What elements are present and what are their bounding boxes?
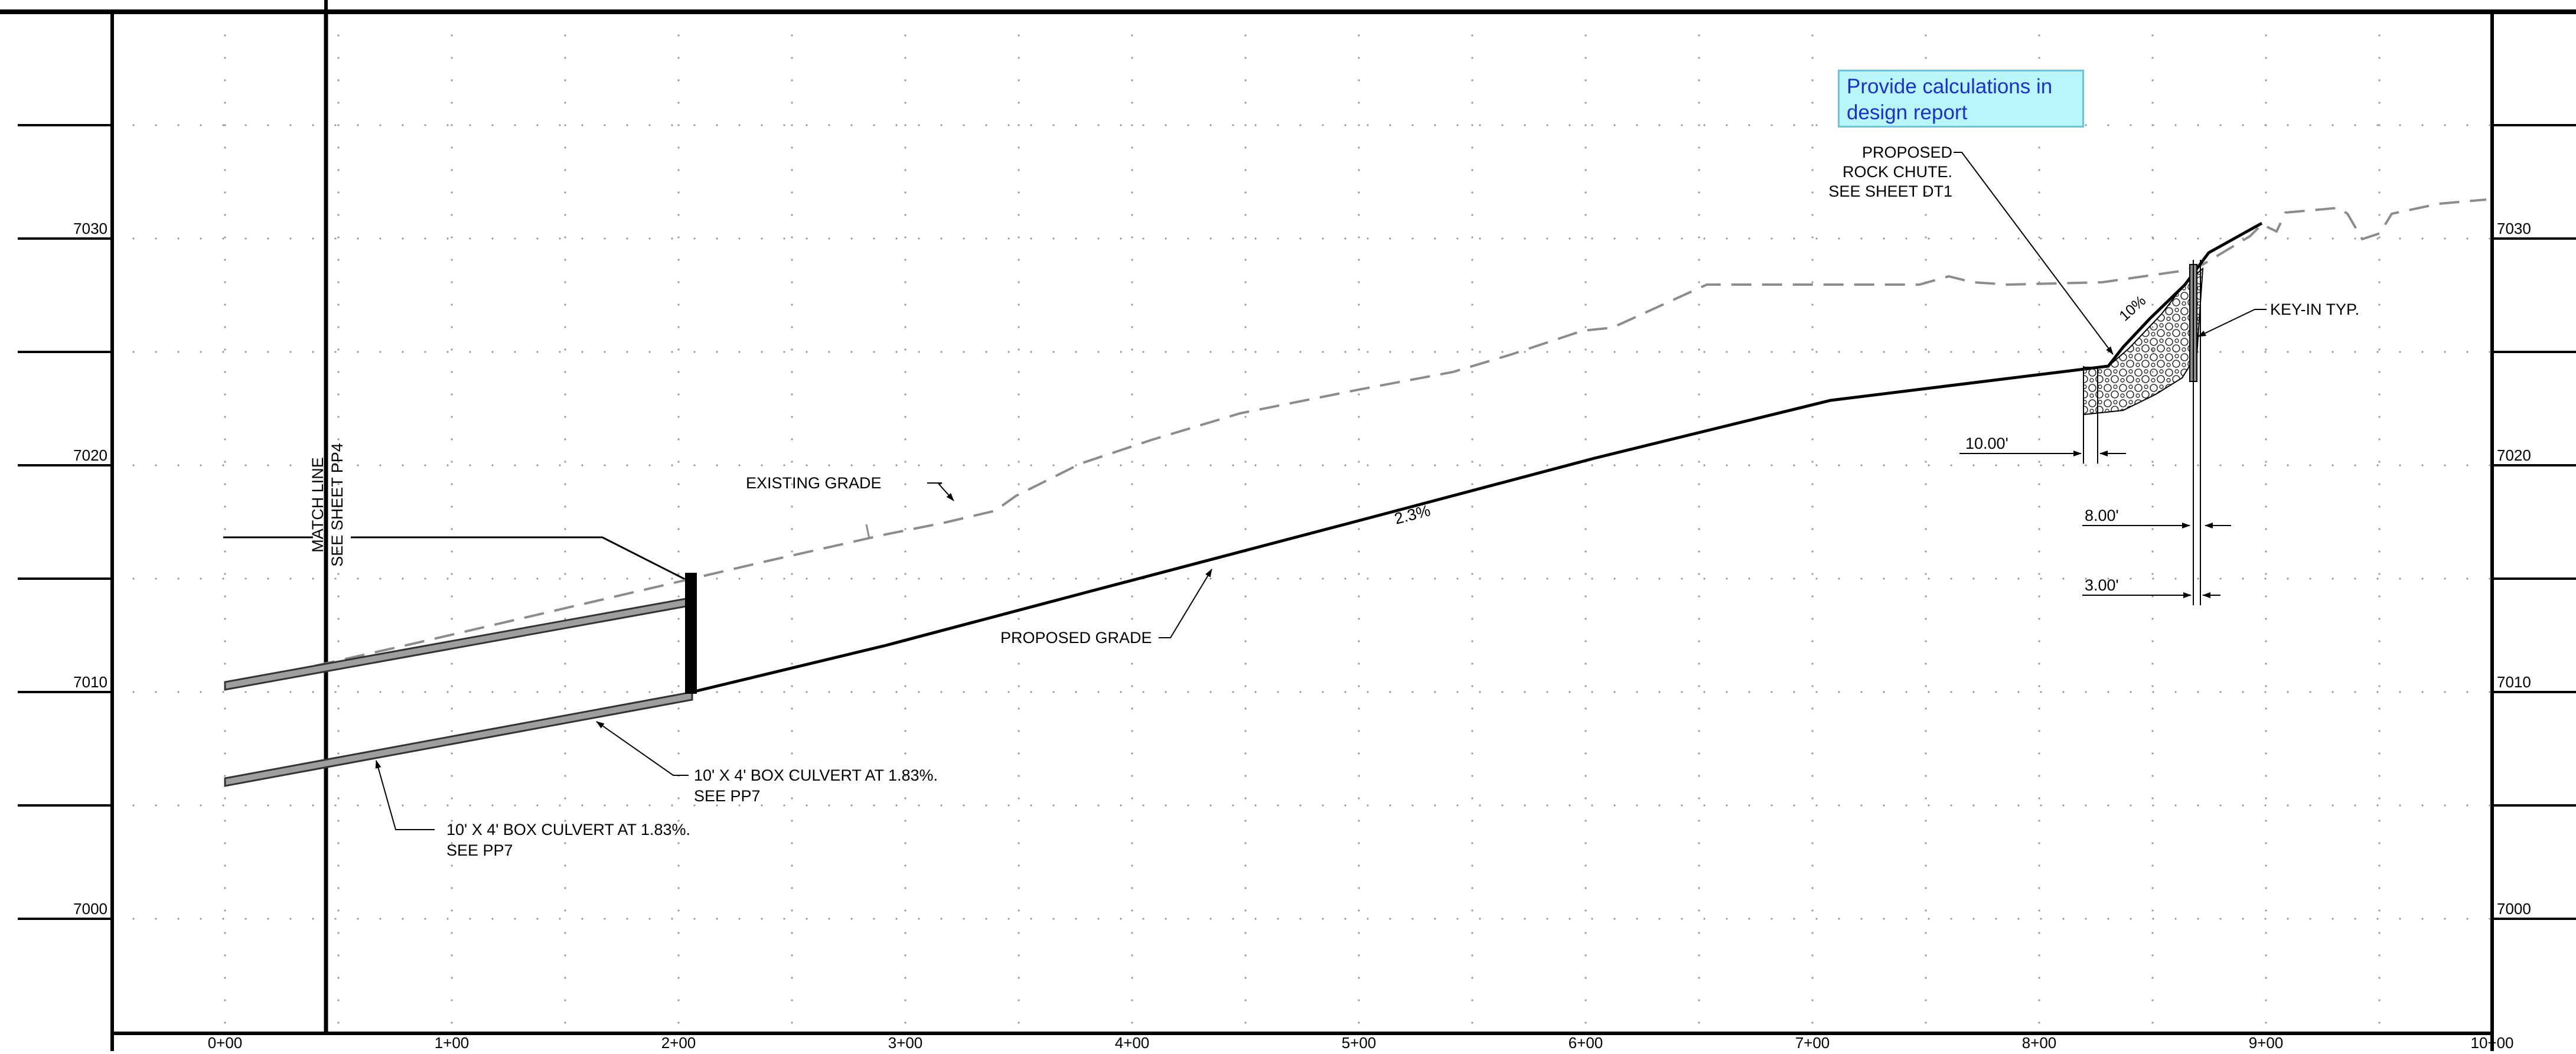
station-label: 3+00	[888, 1034, 923, 1051]
elevation-label-right: 7020	[2497, 446, 2531, 464]
dimension-label-3: 3.00'	[2085, 576, 2119, 594]
dimension-label-8: 8.00'	[2085, 507, 2119, 524]
match-line-leader	[351, 536, 687, 581]
rock-chute-label: PROPOSED	[1862, 143, 1952, 161]
match-line-label: MATCH LINE	[309, 457, 327, 553]
station-label: 8+00	[2022, 1034, 2057, 1051]
existing-grade-tick	[865, 524, 870, 539]
slope-label: 2.3%	[1393, 501, 1432, 527]
existing-grade-leader	[927, 482, 954, 501]
box-culvert-lower-leader	[375, 760, 435, 830]
box-culvert-upper	[224, 596, 693, 691]
rock-chute-label: ROCK CHUTE.	[1843, 163, 1952, 181]
box-culvert-lower	[224, 691, 693, 787]
box-culvert-upper-label: 10' X 4' BOX CULVERT AT 1.83%.	[694, 766, 938, 784]
station-label: 1+00	[435, 1034, 469, 1051]
existing-grade-label: EXISTING GRADE	[746, 474, 882, 492]
match-line-label: SEE SHEET PP4	[328, 443, 346, 567]
key-in-leader	[2197, 309, 2267, 337]
station-label: 6+00	[1569, 1034, 1603, 1051]
elevation-ticks	[18, 124, 2576, 920]
station-label: 0+00	[208, 1034, 243, 1051]
station-label: 7+00	[1795, 1034, 1830, 1051]
box-culvert-lower-label: 10' X 4' BOX CULVERT AT 1.83%.	[446, 821, 690, 838]
elevation-label-right: 7000	[2497, 900, 2531, 918]
station-label: 5+00	[1342, 1034, 1377, 1051]
elevation-label-left: 7030	[73, 220, 107, 237]
station-label: 4+00	[1115, 1034, 1150, 1051]
elevation-label-left: 7010	[73, 673, 107, 691]
elevation-label-right: 7010	[2497, 673, 2531, 691]
headwall	[685, 573, 697, 694]
box-culvert-upper-label: SEE PP7	[694, 787, 761, 805]
box-culvert-lower-label: SEE PP7	[446, 841, 513, 859]
elevation-label-left: 7020	[73, 446, 107, 464]
dimension-label-10: 10.00'	[1965, 435, 2008, 452]
box-culvert-upper-leader	[596, 721, 689, 776]
existing-grade-line	[224, 198, 2487, 687]
proposed-grade-leader	[1159, 569, 1212, 638]
review-comment-line: Provide calculations in	[1847, 75, 2053, 98]
review-comment-note[interactable]: Provide calculations in design report	[1838, 70, 2084, 128]
key-in-label: KEY-IN TYP.	[2270, 301, 2359, 318]
proposed-grade-line	[692, 221, 2263, 694]
elevation-label-right: 7030	[2497, 220, 2531, 237]
rock-chute-label: SEE SHEET DT1	[1828, 182, 1952, 200]
grid-dots	[132, 34, 2491, 1024]
station-label: 9+00	[2249, 1034, 2284, 1051]
station-label: 10+00	[2470, 1034, 2513, 1051]
proposed-grade-label: PROPOSED GRADE	[1000, 629, 1152, 647]
rock-chute-leader	[1954, 152, 2114, 355]
station-label: 2+00	[661, 1034, 696, 1051]
elevation-label-left: 7000	[73, 900, 107, 918]
review-comment-line: design report	[1847, 101, 1968, 124]
rock-chute	[2083, 267, 2204, 416]
chute-slope-label: 10%	[2116, 292, 2149, 324]
